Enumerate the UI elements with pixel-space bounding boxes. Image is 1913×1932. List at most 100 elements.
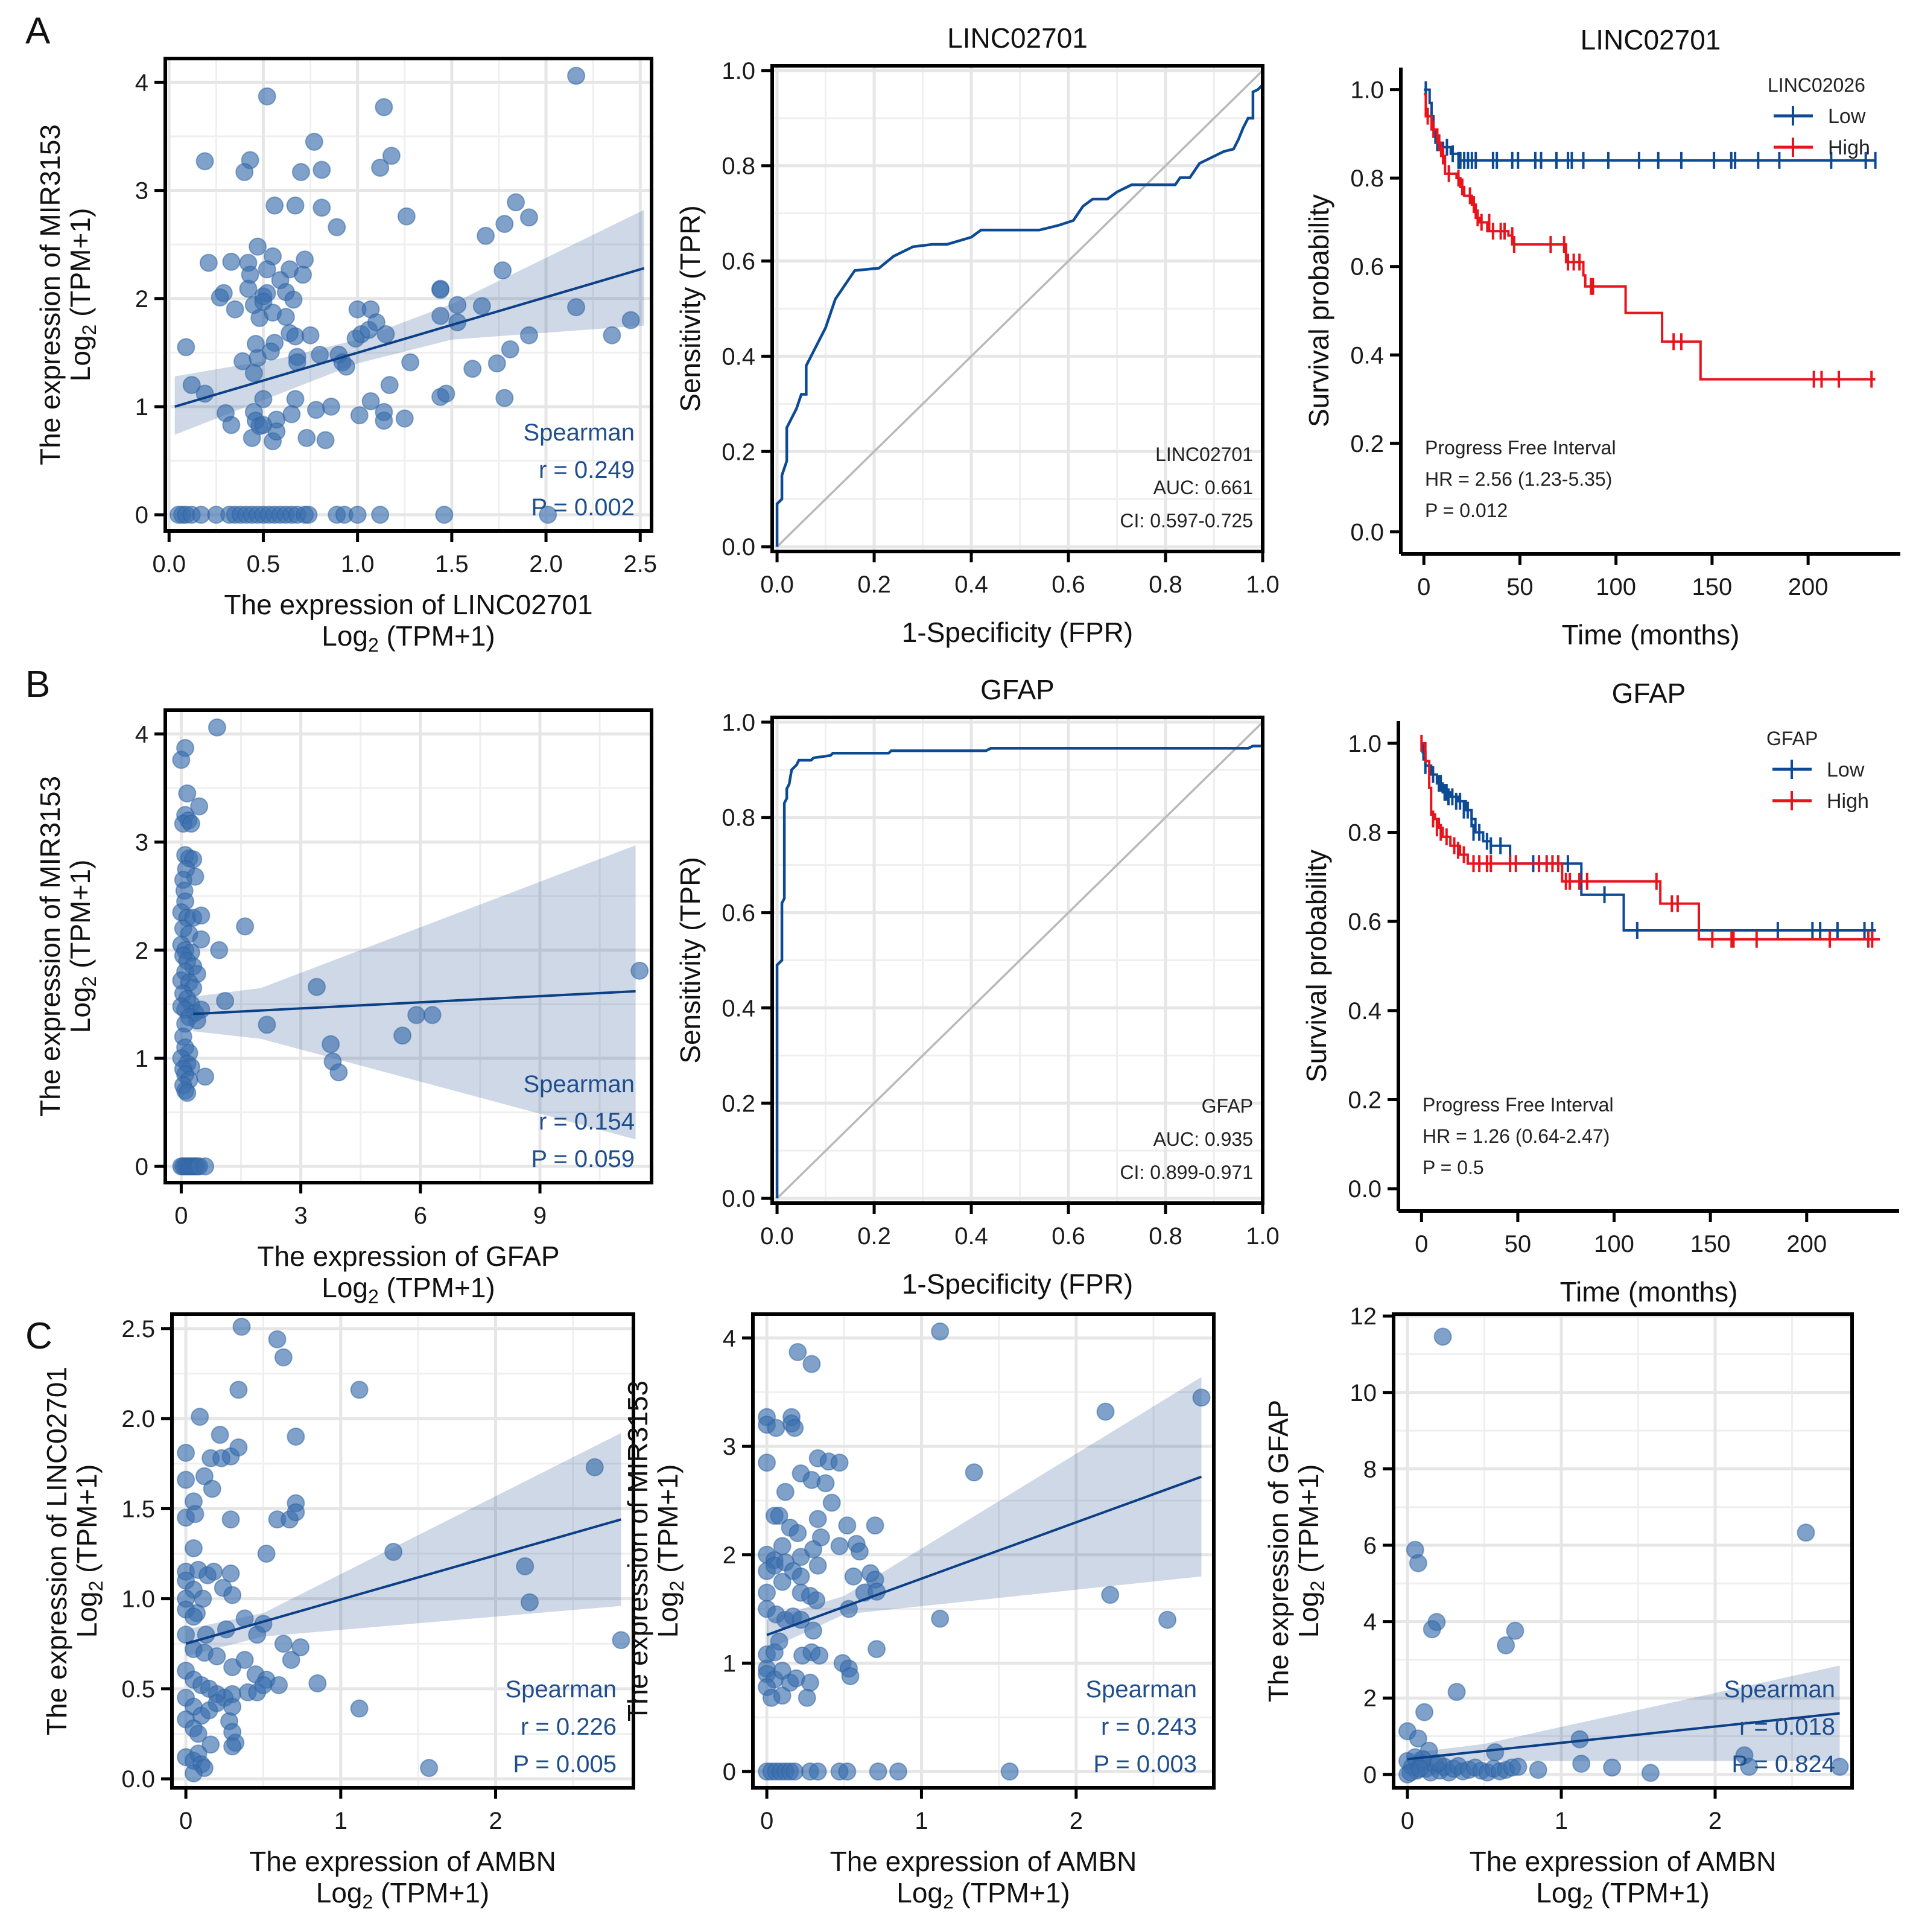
km-series-high bbox=[1424, 92, 1876, 388]
data-point bbox=[830, 1537, 849, 1555]
y-tick-label: 3 bbox=[723, 1434, 736, 1460]
data-point bbox=[184, 1539, 203, 1558]
data-point bbox=[236, 917, 255, 936]
y-axis-title: Sensitivity (TPR) bbox=[674, 205, 706, 412]
data-point bbox=[235, 163, 254, 182]
y-axis-subtitle: Log2 (TPM+1) bbox=[71, 1464, 107, 1638]
panel-b2: GFAP AUC: 0.935 CI: 0.899-0.971 0.0 0.2 0.4 0.… bbox=[674, 674, 1280, 1300]
data-point bbox=[785, 1419, 804, 1437]
annotation-line-0: Spearman bbox=[1724, 1676, 1835, 1703]
data-point bbox=[1096, 1402, 1115, 1421]
data-point bbox=[519, 326, 538, 345]
data-point bbox=[312, 199, 331, 217]
data-point bbox=[257, 1544, 276, 1563]
data-point bbox=[1158, 1610, 1177, 1629]
data-point bbox=[177, 1470, 195, 1489]
roc-annotation-2: CI: 0.899-0.971 bbox=[1120, 1161, 1253, 1183]
km-curve-high bbox=[1424, 92, 1876, 381]
data-point bbox=[222, 416, 241, 434]
data-point bbox=[337, 357, 355, 376]
data-point bbox=[435, 506, 454, 524]
data-point bbox=[1603, 1758, 1622, 1777]
data-point bbox=[274, 1348, 293, 1367]
data-point bbox=[371, 158, 390, 177]
data-point bbox=[495, 389, 514, 407]
data-point bbox=[223, 1586, 242, 1604]
x-tick-label: 6 bbox=[414, 1203, 427, 1229]
annotation-line-0: Spearman bbox=[505, 1676, 617, 1703]
data-point bbox=[376, 325, 395, 343]
data-point bbox=[258, 87, 276, 106]
data-point bbox=[472, 297, 491, 316]
data-point bbox=[203, 1479, 221, 1498]
y-tick-label: 10 bbox=[1350, 1380, 1377, 1406]
x-axis-subtitle: Log2 (TPM+1) bbox=[322, 1272, 495, 1308]
legend-label-low: Low bbox=[1827, 758, 1865, 781]
x-axis-title: 1-Specificity (FPR) bbox=[902, 617, 1133, 648]
data-point bbox=[807, 1591, 826, 1610]
y-tick-label: 1.5 bbox=[121, 1496, 155, 1522]
data-point bbox=[287, 1427, 305, 1446]
data-point bbox=[282, 405, 301, 424]
y-axis-title: Survival probability bbox=[1303, 194, 1334, 427]
annotation-line-1: r = 0.249 bbox=[539, 457, 635, 483]
km-annotation-0: Progress Free Interval bbox=[1423, 1094, 1614, 1116]
data-point bbox=[802, 1355, 821, 1373]
data-point bbox=[258, 1015, 276, 1034]
grid bbox=[165, 59, 652, 531]
y-tick-label: 0.6 bbox=[722, 900, 755, 927]
data-point bbox=[328, 218, 346, 237]
data-point bbox=[770, 1632, 788, 1651]
y-tick-label: 0 bbox=[723, 1759, 736, 1785]
data-point bbox=[375, 98, 393, 116]
data-point bbox=[830, 1454, 849, 1472]
x-tick-label: 100 bbox=[1594, 1231, 1634, 1257]
data-point bbox=[785, 1762, 804, 1781]
x-tick-label: 2.0 bbox=[529, 551, 563, 577]
data-point bbox=[235, 1651, 254, 1670]
panel-a1: Spearman r = 0.249 P = 0.002 0.0 0.5 1.0 1.5 2.… bbox=[34, 57, 657, 656]
annotation-line-1: r = 0.243 bbox=[1101, 1714, 1197, 1740]
points bbox=[169, 66, 640, 524]
y-tick-label: 12 bbox=[1350, 1303, 1377, 1330]
data-point bbox=[297, 428, 316, 447]
x-axis-subtitle: Log2 (TPM+1) bbox=[896, 1877, 1070, 1913]
x-tick-label: 0.4 bbox=[954, 1223, 988, 1250]
data-point bbox=[382, 147, 401, 165]
plot-title: LINC02701 bbox=[1581, 24, 1721, 56]
data-point bbox=[226, 300, 244, 319]
data-point bbox=[208, 1647, 226, 1666]
km-annotation-2: P = 0.012 bbox=[1425, 500, 1508, 521]
x-tick-label: 1.0 bbox=[1246, 571, 1280, 598]
y-tick-label: 2.5 bbox=[121, 1316, 155, 1343]
data-point bbox=[201, 1735, 220, 1754]
reference-diagonal bbox=[776, 721, 1264, 1200]
data-point bbox=[507, 193, 525, 212]
data-point bbox=[1486, 1743, 1505, 1762]
data-point bbox=[196, 1157, 215, 1176]
x-axis-title: Time (months) bbox=[1560, 1276, 1738, 1308]
legend-title: GFAP bbox=[1766, 728, 1818, 749]
y-axis-subtitle: Log2 (TPM+1) bbox=[65, 208, 100, 382]
confidence-band bbox=[186, 1432, 621, 1657]
data-point bbox=[487, 354, 506, 373]
data-point bbox=[519, 208, 538, 227]
panel-c2: Spearman r = 0.243 P = 0.003 0 1 2 0 1 2 3 4 The ex… bbox=[622, 1312, 1216, 1913]
plot-title: LINC02701 bbox=[947, 22, 1088, 54]
confidence-band bbox=[1407, 1665, 1840, 1765]
x-tick-label: 1 bbox=[1555, 1808, 1568, 1834]
data-point bbox=[267, 422, 286, 441]
x-tick-label: 50 bbox=[1506, 574, 1534, 600]
annotation-line-2: P = 0.005 bbox=[513, 1751, 617, 1778]
data-point bbox=[286, 327, 305, 346]
x-tick-label: 0 bbox=[760, 1808, 773, 1834]
data-point bbox=[758, 1583, 776, 1602]
data-point bbox=[282, 1651, 300, 1670]
x-tick-label: 0 bbox=[179, 1808, 192, 1834]
x-tick-label: 9 bbox=[533, 1203, 547, 1229]
x-axis-subtitle: Log2 (TPM+1) bbox=[1536, 1877, 1710, 1913]
x-axis-title: Time (months) bbox=[1562, 619, 1740, 650]
data-point bbox=[423, 1006, 442, 1025]
y-tick-label: 1.0 bbox=[1348, 731, 1382, 757]
y-axis-title: The expression of MIR3153 bbox=[34, 776, 66, 1117]
